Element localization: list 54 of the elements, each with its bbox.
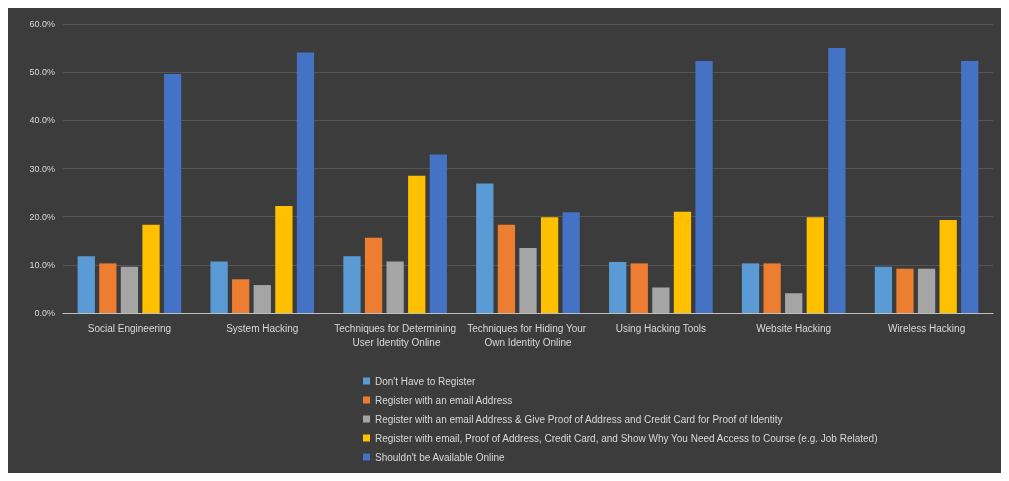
bar [939, 220, 957, 313]
bar [785, 293, 803, 313]
bar [896, 268, 914, 313]
bar [961, 61, 979, 313]
y-tick-label: 0.0% [34, 308, 55, 318]
bar [562, 212, 580, 313]
x-tick-label: Wireless Hacking [887, 322, 966, 334]
bar [120, 266, 139, 313]
y-tick-label: 10.0% [29, 259, 55, 270]
legend-label: Register with email, Proof of Address, Credit Card, and Show Why You Need Access to Course (e.g. Job Related) [375, 432, 878, 444]
bar [429, 154, 447, 313]
x-tick-label: Techniques for Determining User Identity Online [334, 322, 457, 348]
bar [210, 261, 228, 313]
bar [364, 237, 383, 313]
bar [828, 48, 846, 313]
bar [695, 61, 713, 313]
bar [386, 261, 404, 313]
bar [253, 285, 271, 313]
bar [296, 52, 315, 313]
bar [917, 268, 936, 313]
bar [275, 206, 293, 313]
y-tick-label: 50.0% [29, 67, 55, 78]
x-tick-label: Website Hacking [756, 322, 832, 334]
legend-label: Register with an email Address & Give Proof of Address and Credit Card for Proof of Identity [375, 413, 783, 425]
legend-label: Register with an email Address [375, 394, 513, 406]
y-tick-label: 20.0% [29, 211, 55, 222]
bar [630, 263, 648, 313]
bar [741, 263, 760, 313]
bar [519, 247, 537, 313]
bar [408, 175, 426, 313]
bar [77, 256, 95, 313]
x-tick-label: System Hacking [226, 322, 299, 334]
y-tick-label: 40.0% [29, 115, 55, 126]
bar [806, 217, 824, 313]
y-tick-label: 60.0% [29, 19, 55, 29]
bar [476, 183, 494, 313]
legend-label: Don't Have to Register [375, 375, 476, 387]
bar [540, 217, 559, 313]
bar [343, 256, 361, 313]
x-tick-label: Techniques for Hiding Your Own Identity Online [467, 322, 589, 348]
bar [652, 287, 670, 313]
bar [763, 263, 781, 313]
bar [99, 263, 117, 313]
bar [142, 224, 160, 313]
legend-label: Shouldn't be Available Online [375, 451, 506, 463]
bar [497, 224, 516, 313]
bar [609, 261, 627, 313]
x-tick-label: Using Hacking Tools [615, 322, 707, 334]
bar [232, 279, 250, 313]
x-tick-label: Social Engineering [87, 322, 172, 334]
y-tick-label: 30.0% [29, 163, 55, 174]
bar [673, 211, 692, 313]
bar [163, 74, 182, 313]
bar [874, 266, 893, 313]
